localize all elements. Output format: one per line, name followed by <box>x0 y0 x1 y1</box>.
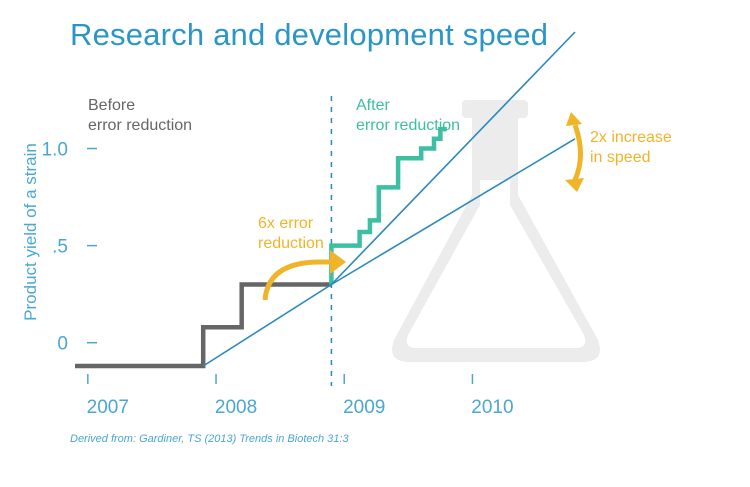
error-reduction-label-line1: 6x error <box>258 215 314 232</box>
error-reduction-label: 6x error reduction <box>258 215 324 252</box>
x-tick-label: 2007 <box>87 397 129 418</box>
after-label-line2: error reduction <box>356 117 460 134</box>
x-tick-label: 2008 <box>215 397 257 418</box>
series-line-1 <box>329 126 447 285</box>
speed-increase-arrow <box>565 112 584 192</box>
error-reduction-label-line2: reduction <box>258 235 324 252</box>
flask-inner-icon <box>406 180 586 348</box>
after-label-line1: After <box>356 97 390 114</box>
speed-increase-label: 2x increase in speed <box>590 129 676 166</box>
x-tick-label: 2010 <box>471 397 513 418</box>
series-line-3 <box>330 138 576 286</box>
y-tick-label: 1.0 <box>42 140 68 161</box>
after-label: After error reduction <box>356 97 460 134</box>
y-axis-label: Product yield of a strain <box>21 143 40 321</box>
chart-title: Research and development speed <box>70 17 549 52</box>
before-label-line1: Before <box>88 97 135 114</box>
y-tick-label: .5 <box>52 237 68 258</box>
before-label-line2: error reduction <box>88 117 192 134</box>
before-label: Before error reduction <box>88 97 192 134</box>
speed-increase-label-line1: 2x increase <box>590 129 672 146</box>
series-line-0 <box>75 282 332 369</box>
speed-increase-label-line2: in speed <box>590 149 651 166</box>
source-note: Derived from: Gardiner, TS (2013) Trends… <box>70 433 349 445</box>
y-tick-label: 0 <box>57 334 68 355</box>
x-tick-label: 2009 <box>343 397 385 418</box>
error-reduction-arrow <box>262 250 346 301</box>
